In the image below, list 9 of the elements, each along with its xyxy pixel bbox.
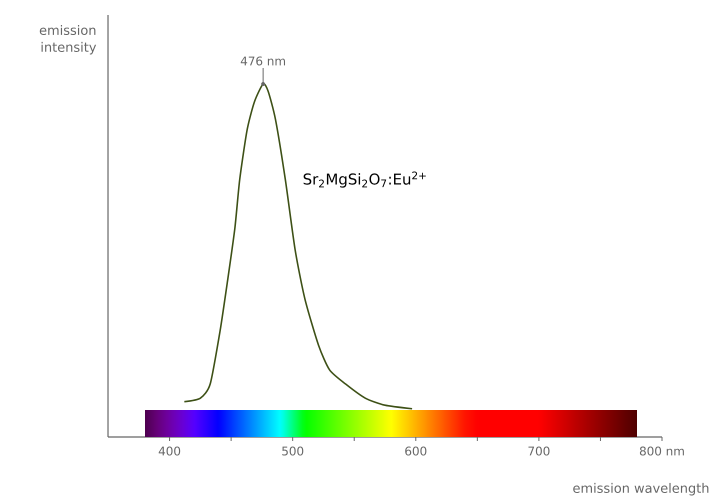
x-tick-label: 400 [158,446,180,456]
x-tick-label: 500 [282,446,304,456]
x-tick-label: 800 nm [640,446,684,456]
x-tick-label: 700 [528,446,550,456]
annotation: 476 nm [240,56,286,66]
x-axis-title: emission wavelength [573,482,708,496]
y-axis-title: emission intensity [40,24,96,54]
x-tick-label: 600 [405,446,426,456]
annotation: Sr$_{2}$MgSi$_{2}$O$_{7}$:Eu$^{2+}$ [304,172,426,188]
